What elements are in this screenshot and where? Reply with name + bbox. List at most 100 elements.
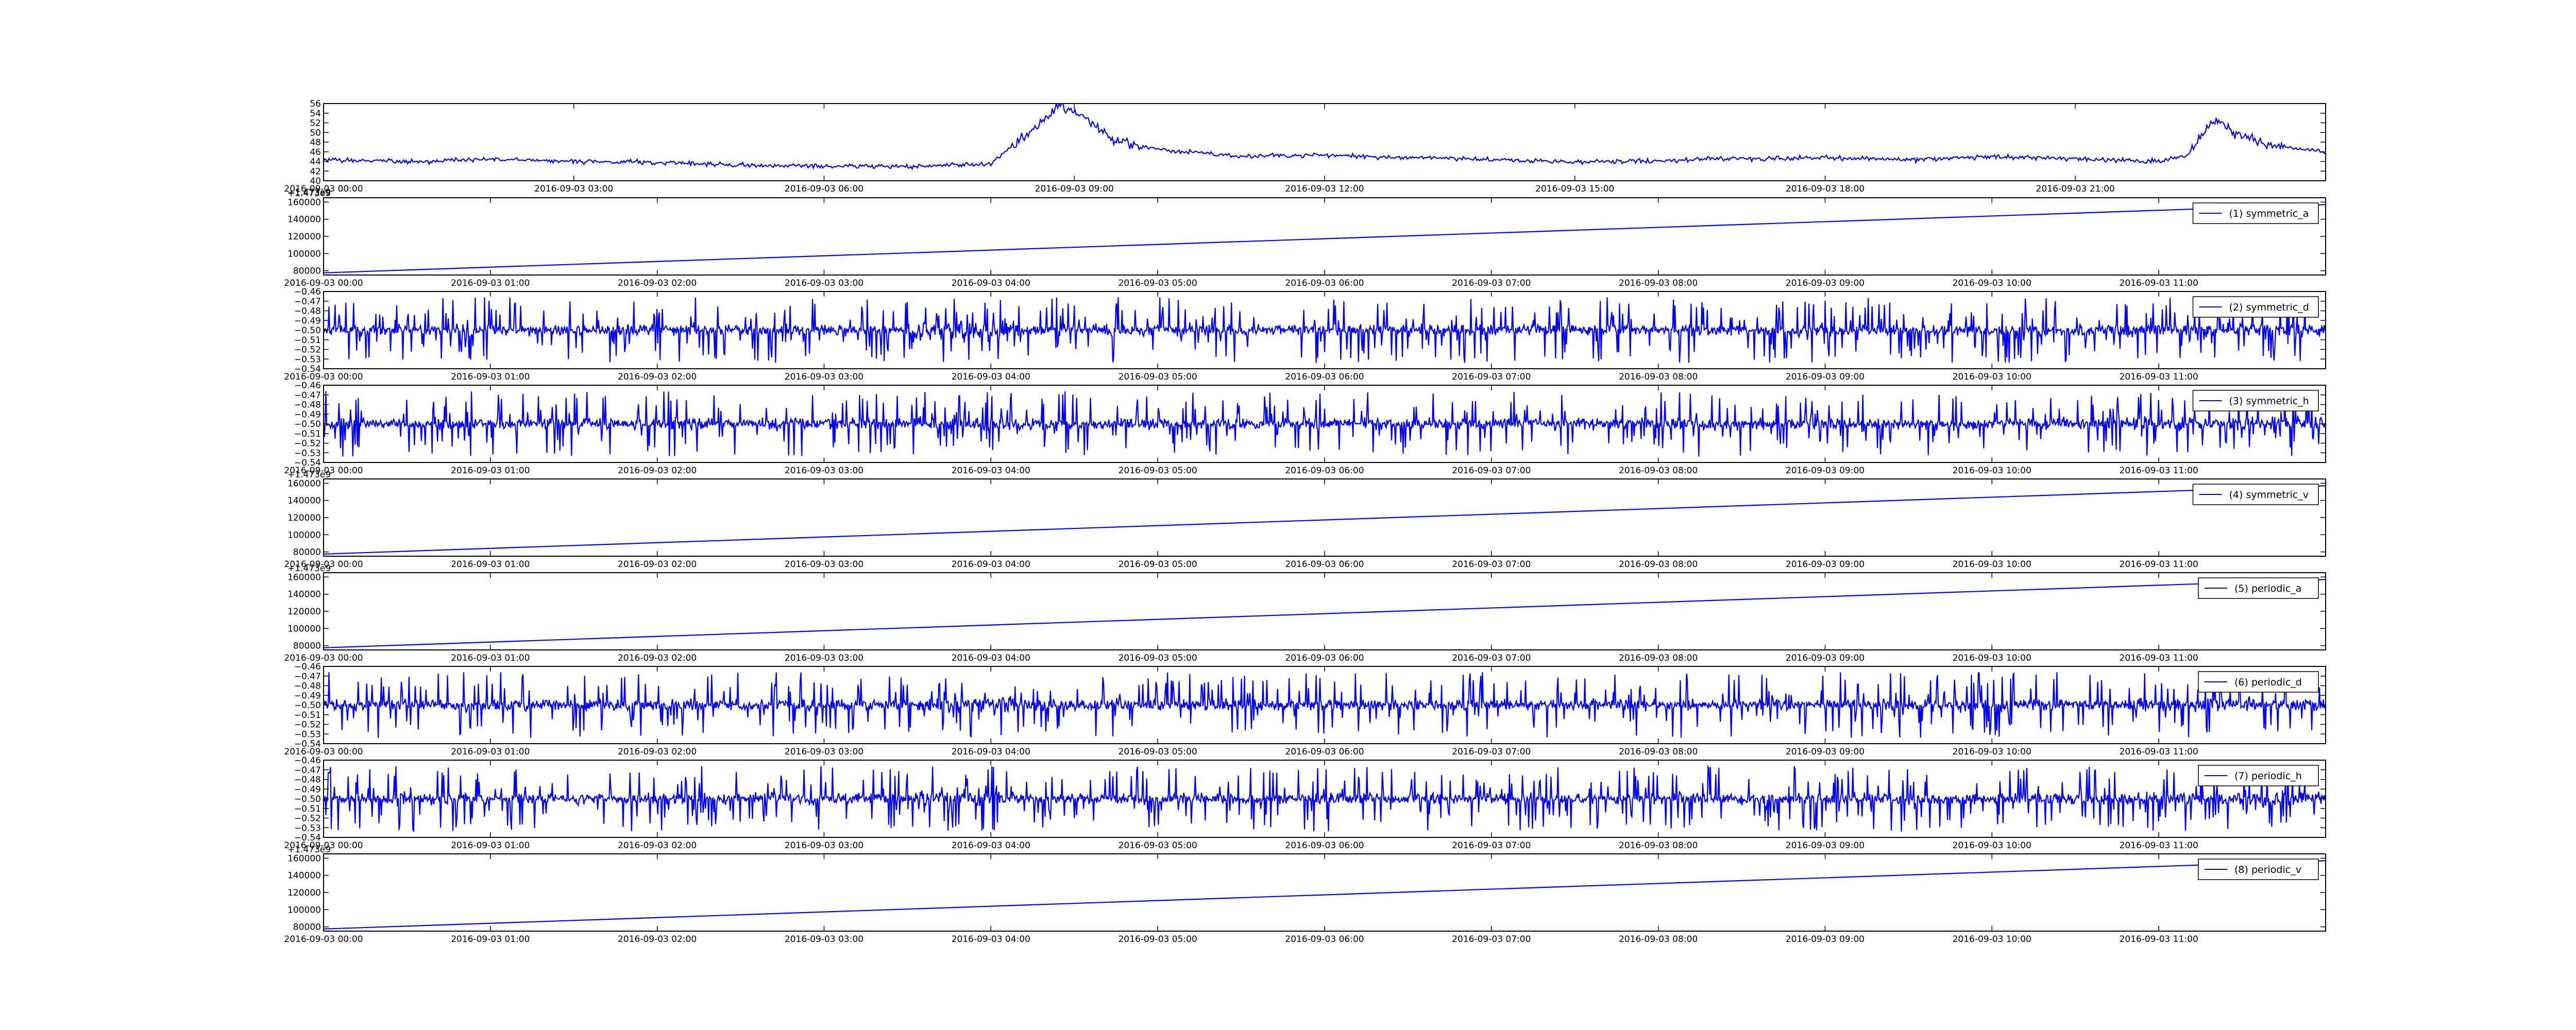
y-tick-label: 120000 [287,607,321,617]
x-tick-label: 2016-09-03 03:00 [534,184,613,194]
x-tick-label: 2016-09-03 07:00 [1452,840,1531,851]
x-tick-label: 2016-09-03 00:00 [284,559,363,570]
x-tick-label: 2016-09-03 04:00 [952,653,1030,663]
x-tick-label: 2016-09-03 04:00 [952,278,1030,288]
y-tick-label: −0.50 [294,419,321,430]
axis-offset-label: +1.473e9 [287,470,331,480]
x-tick-label: 2016-09-03 18:00 [1786,184,1865,194]
y-tick-label: −0.49 [294,316,321,326]
x-tick-label: 2016-09-03 01:00 [451,372,530,382]
y-tick-label: 160000 [287,572,321,582]
axis-offset-label: +1.473e9 [287,563,331,574]
y-tick-label: 52 [310,118,321,129]
x-tick-label: 2016-09-03 00:00 [284,934,363,945]
x-tick-label: 2016-09-03 09:00 [1035,184,1114,194]
x-tick-label: 2016-09-03 07:00 [1452,372,1531,382]
x-tick-label: 2016-09-03 00:00 [284,653,363,663]
x-tick-label: 2016-09-03 00:00 [284,466,363,476]
x-tick-label: 2016-09-03 03:00 [785,466,863,476]
y-tick-label: 120000 [287,513,321,523]
x-tick-label: 2016-09-03 00:00 [284,278,363,288]
x-tick-label: 2016-09-03 06:00 [1285,372,1364,382]
x-tick-label: 2016-09-03 01:00 [451,278,530,288]
y-tick-label: −0.50 [294,325,321,336]
y-tick-label: −0.51 [294,804,321,814]
x-tick-label: 2016-09-03 15:00 [1535,184,1614,194]
y-tick-label: 80000 [293,266,321,277]
y-tick-label: 120000 [287,888,321,898]
x-tick-label: 2016-09-03 03:00 [785,278,863,288]
y-tick-label: 48 [310,138,321,148]
x-tick-label: 2016-09-03 03:00 [785,747,863,757]
x-tick-label: 2016-09-03 11:00 [2120,278,2198,288]
plot-frame-5 [323,478,2326,557]
y-tick-label: −0.46 [294,756,321,766]
y-tick-label: −0.46 [294,381,321,391]
x-tick-label: 2016-09-03 10:00 [1953,653,2031,663]
x-tick-label: 2016-09-03 07:00 [1452,934,1531,945]
x-tick-label: 2016-09-03 08:00 [1619,559,1698,570]
x-tick-label: 2016-09-03 08:00 [1619,278,1698,288]
x-tick-label: 2016-09-03 04:00 [952,934,1030,945]
x-tick-label: 2016-09-03 08:00 [1619,372,1698,382]
y-tick-label: 140000 [287,215,321,225]
x-tick-label: 2016-09-03 09:00 [1786,466,1865,476]
y-tick-label: −0.46 [294,662,321,672]
y-tick-label: −0.54 [294,458,321,468]
x-tick-label: 2016-09-03 01:00 [451,653,530,663]
x-tick-label: 2016-09-03 06:00 [1285,653,1364,663]
x-tick-label: 2016-09-03 08:00 [1619,466,1698,476]
x-tick-label: 2016-09-03 02:00 [618,747,697,757]
legend-label: (4) symmetric_v [2229,489,2309,501]
x-tick-label: 2016-09-03 11:00 [2120,559,2198,570]
x-tick-label: 2016-09-03 06:00 [1285,559,1364,570]
x-tick-label: 2016-09-03 05:00 [1118,466,1197,476]
x-tick-label: 2016-09-03 05:00 [1118,934,1197,945]
x-tick-label: 2016-09-03 08:00 [1619,653,1698,663]
x-tick-label: 2016-09-03 02:00 [618,934,697,945]
x-tick-label: 2016-09-03 00:00 [284,184,363,194]
legend-label: (7) periodic_h [2234,770,2302,782]
y-tick-label: −0.52 [294,345,321,355]
y-tick-label: 54 [310,109,321,119]
x-tick-label: 2016-09-03 05:00 [1118,559,1197,570]
y-tick-label: 140000 [287,496,321,506]
x-tick-label: 2016-09-03 06:00 [1285,466,1364,476]
x-tick-label: 2016-09-03 11:00 [2120,653,2198,663]
x-tick-label: 2016-09-03 10:00 [1953,747,2031,757]
x-tick-label: 2016-09-03 02:00 [618,840,697,851]
y-tick-label: −0.48 [294,681,321,692]
x-tick-label: 2016-09-03 10:00 [1953,934,2031,945]
x-tick-label: 2016-09-03 07:00 [1452,559,1531,570]
y-tick-label: −0.48 [294,306,321,317]
y-tick-label: −0.49 [294,784,321,795]
y-tick-label: −0.47 [294,765,321,776]
series-line-2-symmetric-d [324,297,2326,363]
x-tick-label: 2016-09-03 01:00 [451,934,530,945]
y-tick-label: 100000 [287,624,321,634]
y-tick-label: −0.47 [294,297,321,307]
x-tick-label: 2016-09-03 07:00 [1452,747,1531,757]
y-tick-label: −0.49 [294,409,321,420]
y-tick-label: 80000 [293,922,321,933]
y-tick-label: 50 [310,128,321,138]
x-tick-label: 2016-09-03 04:00 [952,372,1030,382]
x-tick-label: 2016-09-03 04:00 [952,747,1030,757]
x-tick-label: 2016-09-03 03:00 [785,840,863,851]
x-tick-label: 2016-09-03 02:00 [618,466,697,476]
y-tick-label: −0.52 [294,720,321,730]
x-tick-label: 2016-09-03 09:00 [1786,747,1865,757]
axis-offset-label: +1.473e9 [287,845,331,855]
x-tick-label: 2016-09-03 10:00 [1953,559,2031,570]
legend-label: (2) symmetric_d [2229,302,2309,313]
y-tick-label: −0.50 [294,700,321,711]
plot-frame-2 [323,197,2326,276]
series-line-6-periodic-d [324,672,2326,738]
x-tick-label: 2016-09-03 07:00 [1452,653,1531,663]
x-tick-label: 2016-09-03 05:00 [1118,372,1197,382]
y-tick-label: −0.48 [294,400,321,410]
x-tick-label: 2016-09-03 03:00 [785,934,863,945]
x-tick-label: 2016-09-03 09:00 [1786,934,1865,945]
x-tick-label: 2016-09-03 08:00 [1619,840,1698,851]
